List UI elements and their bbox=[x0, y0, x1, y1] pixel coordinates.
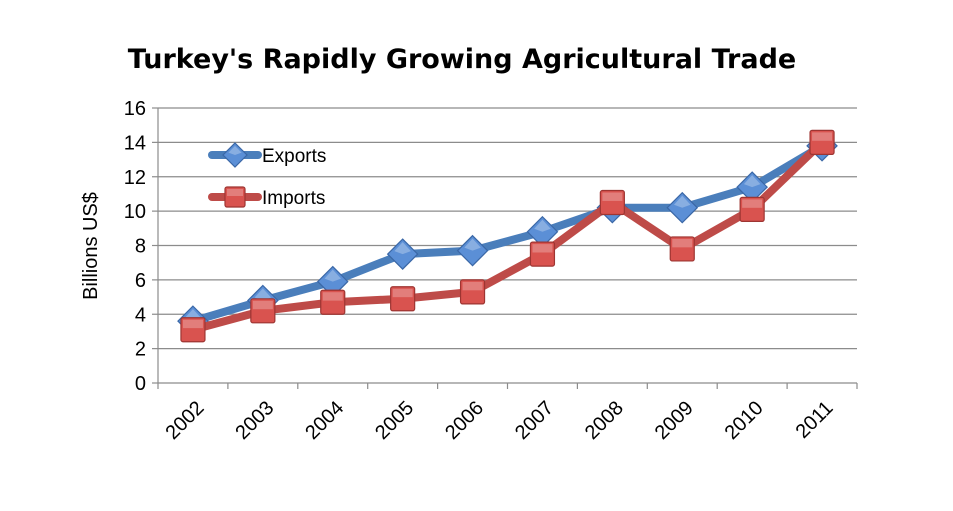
data-point-imports bbox=[180, 317, 206, 343]
legend: Exports Imports bbox=[208, 142, 326, 209]
y-tick-label: 6 bbox=[135, 270, 146, 292]
x-tick-label: 2010 bbox=[721, 397, 768, 444]
series-line-exports bbox=[188, 141, 827, 326]
data-point-exports-highlight bbox=[534, 219, 551, 232]
x-tick-label: 2009 bbox=[651, 397, 698, 444]
data-point-exports bbox=[386, 238, 419, 270]
legend-item-imports: Imports bbox=[208, 186, 325, 209]
data-point-imports-highlight bbox=[182, 319, 203, 329]
y-tick-label: 8 bbox=[135, 236, 146, 258]
y-tick-label: 10 bbox=[124, 201, 146, 223]
x-tick-label: 2011 bbox=[792, 397, 838, 443]
legend-marker-imports-highlight bbox=[227, 189, 243, 196]
chart-title: Turkey's Rapidly Growing Agricultural Tr… bbox=[128, 44, 796, 75]
series-exports bbox=[177, 129, 838, 337]
data-point-imports-highlight bbox=[812, 132, 833, 141]
legend-marker-imports bbox=[224, 186, 246, 208]
data-point-imports bbox=[250, 298, 276, 324]
x-tick-label: 2007 bbox=[511, 397, 558, 444]
x-tick-label: 2004 bbox=[301, 397, 348, 444]
data-point-imports-highlight bbox=[462, 281, 483, 291]
y-tick-label: 0 bbox=[135, 373, 146, 395]
data-point-exports-highlight bbox=[674, 195, 691, 208]
data-point-imports bbox=[599, 189, 625, 216]
data-point-imports bbox=[390, 286, 416, 312]
data-point-imports bbox=[320, 289, 346, 315]
y-tick-label: 2 bbox=[135, 339, 146, 361]
x-tick-labels: 2002 2003 2004 2005 2006 2007 2008 2009 2010 2011 bbox=[161, 397, 837, 444]
data-point-imports-highlight bbox=[742, 199, 763, 208]
x-tick-label: 2006 bbox=[441, 397, 488, 444]
data-point-exports bbox=[666, 191, 699, 224]
data-point-exports-highlight bbox=[324, 269, 341, 282]
data-point-imports bbox=[529, 241, 556, 267]
data-point-imports-highlight bbox=[252, 300, 273, 310]
data-point-imports bbox=[669, 236, 695, 262]
y-tick-labels: 0 2 4 6 8 10 12 14 16 bbox=[124, 98, 146, 395]
y-tick-label: 14 bbox=[124, 132, 146, 154]
data-point-imports-highlight bbox=[602, 192, 623, 201]
legend-marker-exports-highlight bbox=[228, 146, 242, 155]
x-tick-label: 2005 bbox=[371, 397, 418, 444]
axes bbox=[152, 107, 858, 389]
series-line-imports bbox=[188, 138, 827, 334]
y-tick-label: 16 bbox=[124, 98, 146, 120]
y-tick-label: 4 bbox=[135, 304, 146, 326]
x-tick-label: 2002 bbox=[161, 397, 208, 444]
data-point-imports bbox=[739, 196, 765, 223]
data-point-imports-highlight bbox=[322, 292, 343, 301]
data-point-imports-highlight bbox=[392, 288, 413, 298]
y-axis-label: Billions US$ bbox=[80, 192, 102, 300]
data-point-exports-highlight bbox=[464, 238, 481, 251]
y-tick-label: 12 bbox=[124, 167, 146, 189]
legend-marker-exports bbox=[222, 142, 248, 168]
series-imports bbox=[180, 129, 835, 343]
data-point-imports bbox=[459, 279, 486, 305]
series-lines bbox=[177, 129, 838, 343]
data-point-exports-highlight bbox=[394, 242, 411, 255]
legend-label-exports: Exports bbox=[262, 146, 326, 167]
data-point-exports-highlight bbox=[254, 288, 272, 301]
data-point-imports-highlight bbox=[672, 238, 693, 248]
data-point-exports-highlight bbox=[743, 175, 761, 188]
data-point-imports bbox=[809, 129, 835, 155]
data-point-imports-highlight bbox=[532, 244, 553, 253]
data-point-exports bbox=[456, 234, 489, 267]
legend-item-exports: Exports bbox=[208, 142, 326, 168]
x-tick-label: 2008 bbox=[581, 397, 628, 444]
x-tick-label: 2003 bbox=[231, 397, 278, 444]
legend-label-imports: Imports bbox=[262, 188, 325, 209]
